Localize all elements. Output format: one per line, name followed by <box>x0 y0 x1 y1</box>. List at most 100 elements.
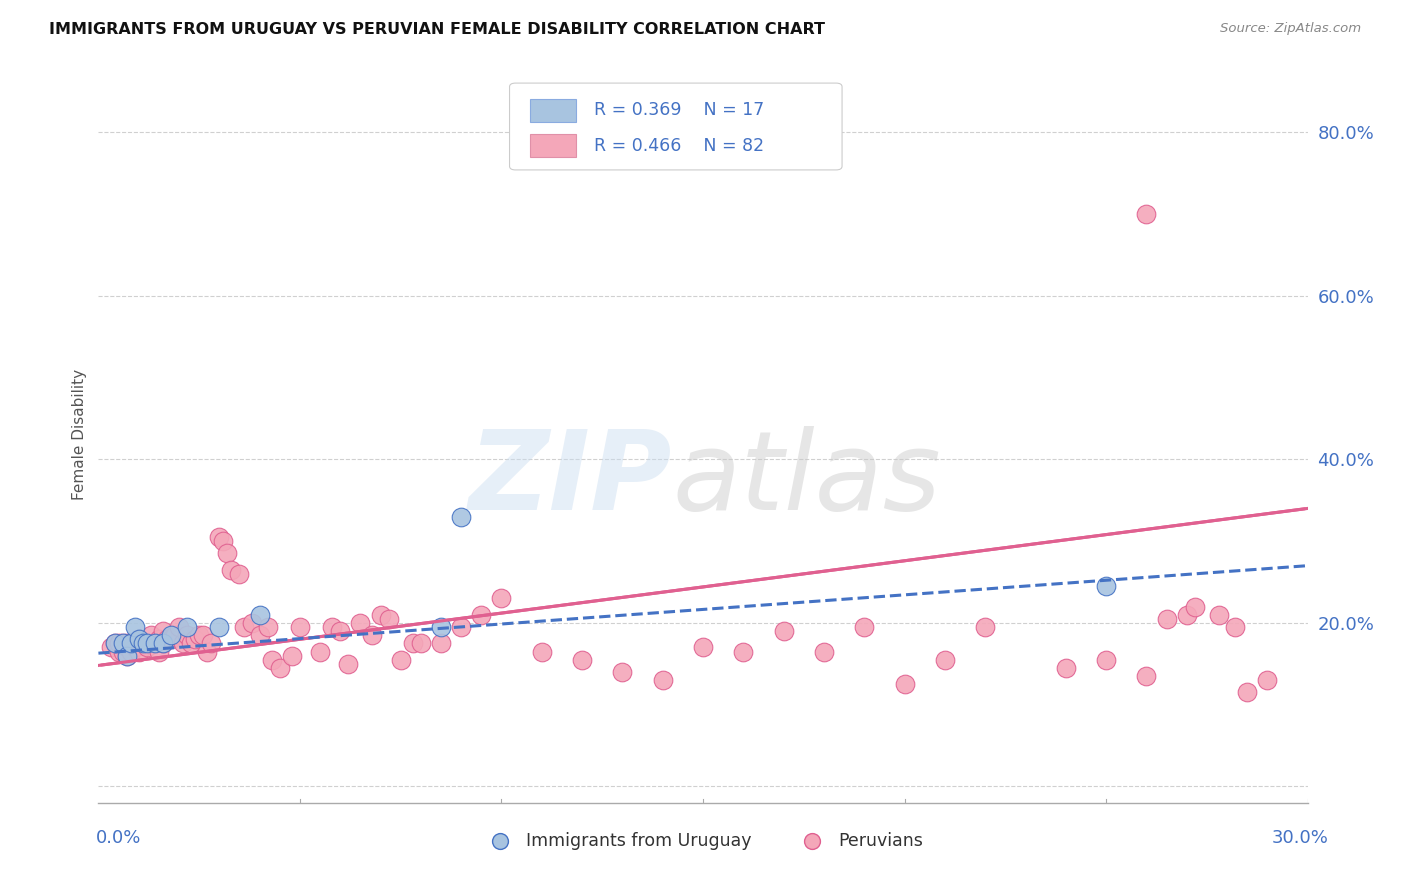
Point <box>1184 599 1206 614</box>
Point <box>450 509 472 524</box>
Point <box>470 607 492 622</box>
Point <box>143 636 166 650</box>
Point <box>1095 653 1118 667</box>
Point <box>163 628 186 642</box>
Point <box>200 636 222 650</box>
Text: R = 0.369    N = 17: R = 0.369 N = 17 <box>595 102 765 120</box>
Point <box>107 644 129 658</box>
Point <box>377 612 399 626</box>
Point <box>974 620 997 634</box>
Point <box>349 615 371 630</box>
Point <box>240 615 263 630</box>
Point <box>281 648 304 663</box>
Point <box>361 628 384 642</box>
Point <box>180 636 202 650</box>
FancyBboxPatch shape <box>509 83 842 170</box>
FancyBboxPatch shape <box>530 134 576 157</box>
Point <box>430 636 453 650</box>
Point <box>128 644 150 658</box>
Text: 30.0%: 30.0% <box>1272 829 1329 847</box>
Point <box>893 677 915 691</box>
Point <box>430 620 453 634</box>
Point <box>188 628 211 642</box>
Point <box>221 563 243 577</box>
Point <box>176 628 198 642</box>
Point <box>172 636 194 650</box>
Point <box>115 640 138 655</box>
Point <box>1054 661 1077 675</box>
Point <box>402 636 425 650</box>
Point <box>329 624 352 639</box>
Point <box>148 632 170 647</box>
Point <box>143 636 166 650</box>
Point <box>260 653 283 667</box>
Point <box>1135 207 1157 221</box>
Point <box>249 607 271 622</box>
Point <box>124 620 146 634</box>
Point <box>111 636 134 650</box>
Text: Source: ZipAtlas.com: Source: ZipAtlas.com <box>1220 22 1361 36</box>
Point <box>208 530 231 544</box>
Point <box>160 632 183 647</box>
Text: IMMIGRANTS FROM URUGUAY VS PERUVIAN FEMALE DISABILITY CORRELATION CHART: IMMIGRANTS FROM URUGUAY VS PERUVIAN FEMA… <box>49 22 825 37</box>
Point <box>167 620 190 634</box>
Point <box>135 636 157 650</box>
Point <box>135 640 157 655</box>
Point <box>103 636 125 650</box>
Point <box>132 636 155 650</box>
Point <box>651 673 673 687</box>
Point <box>232 620 254 634</box>
Point <box>1236 685 1258 699</box>
Point <box>530 644 553 658</box>
Point <box>409 636 432 650</box>
Point <box>772 624 794 639</box>
Point <box>193 628 215 642</box>
Point <box>115 648 138 663</box>
Point <box>389 653 412 667</box>
Point <box>152 624 174 639</box>
Point <box>370 607 392 622</box>
Point <box>128 632 150 647</box>
Point <box>249 628 271 642</box>
Point <box>256 620 278 634</box>
Point <box>195 644 218 658</box>
Point <box>1156 612 1178 626</box>
Point <box>337 657 360 671</box>
Legend: Immigrants from Uruguay, Peruvians: Immigrants from Uruguay, Peruvians <box>475 825 931 856</box>
Point <box>1208 607 1230 622</box>
Point <box>184 632 207 647</box>
Point <box>139 628 162 642</box>
Point <box>1135 669 1157 683</box>
Point <box>813 644 835 658</box>
Point <box>148 644 170 658</box>
Point <box>115 648 138 663</box>
Point <box>120 644 142 658</box>
Point <box>571 653 593 667</box>
Point <box>1256 673 1278 687</box>
Point <box>212 534 235 549</box>
Point <box>733 644 755 658</box>
Y-axis label: Female Disability: Female Disability <box>72 369 87 500</box>
Point <box>1223 620 1246 634</box>
Point <box>208 620 231 634</box>
Point <box>176 620 198 634</box>
Point <box>111 636 134 650</box>
Text: R = 0.466    N = 82: R = 0.466 N = 82 <box>595 136 765 154</box>
Text: ZIP: ZIP <box>470 425 672 533</box>
Point <box>288 620 311 634</box>
Point <box>160 628 183 642</box>
Point <box>217 546 239 560</box>
Point <box>128 632 150 647</box>
Point <box>120 636 142 650</box>
Point <box>692 640 714 655</box>
Point <box>269 661 291 675</box>
Point <box>103 636 125 650</box>
Point <box>124 640 146 655</box>
Point <box>491 591 513 606</box>
Point <box>309 644 332 658</box>
Point <box>450 620 472 634</box>
Point <box>111 644 134 658</box>
Point <box>100 640 122 655</box>
Point <box>115 636 138 650</box>
Point <box>228 566 250 581</box>
